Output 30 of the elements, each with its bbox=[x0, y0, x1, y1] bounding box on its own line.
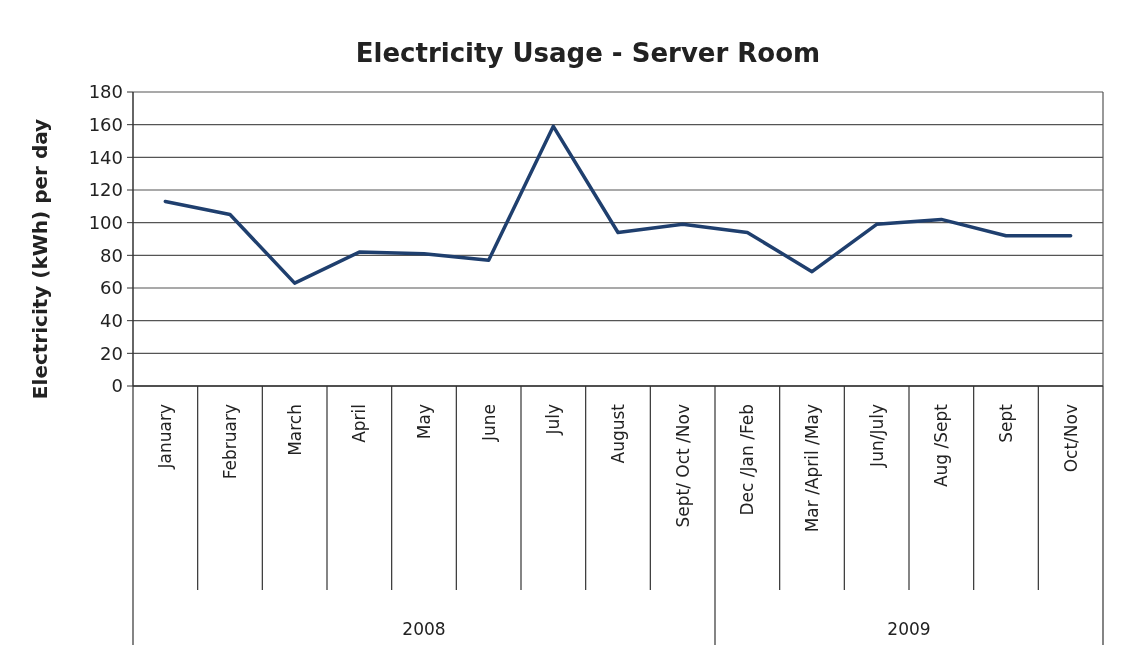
x-tick-label: July bbox=[543, 404, 564, 436]
x-tick-label: August bbox=[607, 403, 628, 464]
y-tick-label: 20 bbox=[100, 342, 123, 364]
y-axis-title: Electricity (kWh) per day bbox=[28, 118, 52, 400]
y-tick-label: 160 bbox=[88, 113, 123, 135]
y-tick-label: 0 bbox=[111, 375, 123, 397]
chart-title: Electricity Usage - Server Room bbox=[355, 38, 821, 68]
y-tick-label: 40 bbox=[100, 309, 123, 331]
y-tick-label: 80 bbox=[100, 244, 123, 266]
x-tick-label: February bbox=[219, 404, 240, 480]
y-tick-label: 180 bbox=[88, 81, 123, 103]
x-tick-label: Oct/Nov bbox=[1060, 404, 1081, 473]
x-tick-label: Jun/July bbox=[866, 404, 887, 468]
y-tick-label: 60 bbox=[100, 277, 123, 299]
line-series bbox=[163, 124, 1073, 285]
text: 2008 bbox=[402, 619, 446, 639]
x-tick-label: April bbox=[349, 404, 370, 443]
x-tick-label: March bbox=[284, 404, 305, 456]
y-tick-label: 100 bbox=[88, 211, 123, 233]
x-tick-label: Sept bbox=[995, 403, 1016, 443]
y-tick-label: 120 bbox=[88, 179, 123, 201]
x-tick-label: January bbox=[155, 404, 176, 470]
x-tick-label: Sept/ Oct /Nov bbox=[672, 404, 693, 528]
text: 2009 bbox=[887, 619, 931, 639]
x-tick-label: Aug /Sept bbox=[931, 403, 952, 488]
x-tick-label: Dec /Jan /Feb bbox=[737, 404, 758, 516]
x-tick-label: June bbox=[478, 404, 499, 443]
x-tick-label: May bbox=[413, 404, 434, 440]
y-tick-label: 140 bbox=[88, 146, 123, 168]
x-tick-label: Mar /April /May bbox=[801, 404, 822, 533]
